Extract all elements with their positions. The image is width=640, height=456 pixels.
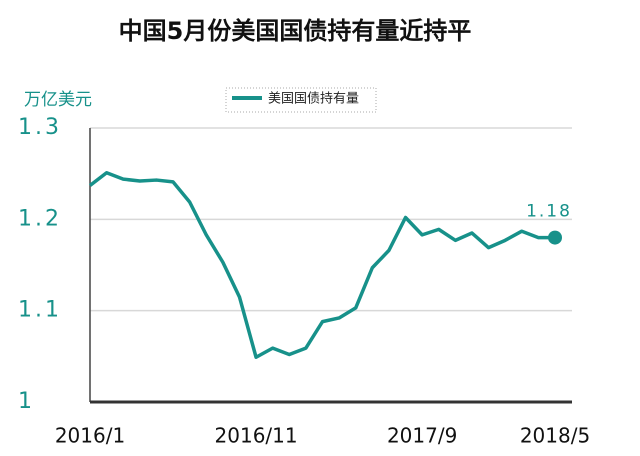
x-tick-label: 2016/11 — [215, 424, 298, 448]
legend-box — [225, 87, 377, 113]
x-tick-label: 2017/9 — [387, 424, 457, 448]
line — [88, 171, 555, 359]
x-tick-label: 2016/1 — [55, 424, 125, 448]
legend-label: 美国国债持有量 — [268, 92, 359, 107]
y-tick-label: 1.1 — [18, 298, 62, 323]
y-tick-label: 1.2 — [18, 206, 62, 231]
x-tick-label: 2018/5 — [520, 424, 590, 448]
y-tick-label: 1.3 — [18, 115, 62, 140]
y-tick-label: 1 — [18, 389, 35, 414]
chart-title: 中国5月份美国国债持有量近持平 — [119, 17, 472, 45]
data-label: 1.18 — [526, 202, 572, 222]
y-axis-label: 万亿美元 — [24, 90, 92, 110]
end-point — [548, 230, 562, 245]
